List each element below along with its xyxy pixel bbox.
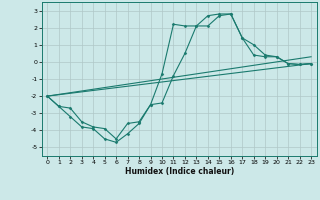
- X-axis label: Humidex (Indice chaleur): Humidex (Indice chaleur): [124, 167, 234, 176]
